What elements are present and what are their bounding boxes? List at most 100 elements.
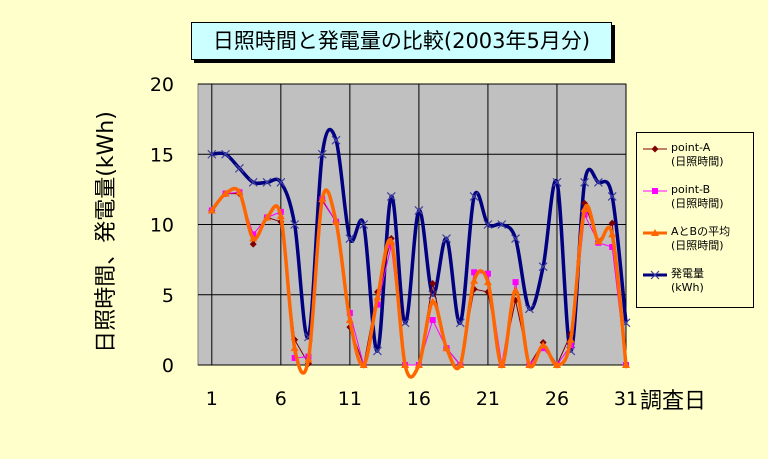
data-point-s3 (566, 335, 575, 343)
legend: point-A (日照時間) point-B (日照時間) AとBの平均 (日照時間) 発電… (636, 132, 754, 308)
data-point-s4 (317, 149, 327, 159)
data-point-s3 (525, 361, 534, 368)
data-point-s3 (318, 195, 327, 203)
data-point-s3 (483, 278, 492, 286)
data-point-s4 (400, 318, 410, 328)
legend-swatch (643, 188, 667, 194)
data-point-s3 (332, 217, 341, 225)
y-tick-label: 15 (150, 144, 174, 166)
data-point-s4 (290, 220, 300, 229)
legend-item-3: AとBの平均 (日照時間) (637, 225, 753, 265)
data-point-s3 (221, 189, 230, 197)
data-point-s4 (483, 220, 493, 229)
legend-label: point-B (671, 183, 711, 196)
data-point-s3 (539, 341, 548, 349)
data-point-s2 (471, 269, 478, 276)
data-point-s4 (276, 177, 286, 187)
data-point-s3 (263, 213, 272, 221)
data-point-s3 (442, 344, 451, 352)
data-point-s1 (608, 219, 616, 227)
data-point-s4 (593, 177, 603, 187)
data-point-s4 (414, 206, 424, 215)
data-point-s4 (359, 220, 369, 229)
data-point-s3 (304, 355, 313, 363)
data-point-s4 (248, 177, 258, 187)
data-point-s3 (470, 276, 479, 284)
legend-sublabel: (日照時間) (671, 239, 724, 252)
data-point-s4 (373, 346, 382, 356)
y-tick-label: 0 (162, 355, 174, 377)
data-point-s2 (609, 243, 616, 250)
legend-item-2: point-B (日照時間) (637, 183, 753, 223)
data-point-s3 (345, 316, 354, 324)
data-point-s4 (207, 149, 217, 159)
data-point-s2 (429, 317, 436, 324)
data-point-s2 (291, 354, 298, 361)
legend-label: AとBの平均 (671, 225, 731, 238)
data-point-s4 (511, 234, 520, 243)
data-point-s4 (221, 149, 231, 159)
data-point-s3 (552, 361, 561, 368)
data-point-s4 (386, 191, 396, 201)
legend-item-4: 発電量 (kWh) (637, 267, 753, 307)
data-point-s3 (608, 230, 617, 238)
legend-sublabel: (日照時間) (671, 155, 724, 168)
data-point-s3 (235, 188, 244, 196)
data-point-s4 (538, 262, 548, 272)
x-tick-label: 6 (275, 388, 287, 410)
legend-swatch (643, 270, 667, 280)
data-point-s3 (207, 206, 216, 214)
data-point-s3 (290, 344, 299, 352)
data-point-s3 (497, 361, 506, 368)
data-point-s4 (234, 163, 244, 173)
data-point-s1 (429, 280, 437, 288)
data-point-s3 (387, 237, 396, 245)
x-axis-label: 調査日 (640, 389, 707, 414)
x-tick-label: 26 (545, 388, 569, 410)
data-point-s2 (512, 279, 519, 286)
legend-swatch (643, 145, 667, 153)
y-tick-label: 20 (150, 74, 174, 96)
data-point-s4 (331, 135, 341, 145)
data-point-s3 (594, 237, 603, 245)
data-point-s3 (401, 361, 410, 368)
y-axis-label: 日照時間、発電量(kWh) (94, 111, 119, 353)
data-point-s3 (580, 205, 589, 213)
data-point-s3 (373, 293, 382, 301)
data-point-s4 (607, 191, 617, 201)
legend-item-1: point-A (日照時間) (637, 141, 753, 181)
data-point-s4 (580, 177, 590, 187)
data-point-s3 (276, 212, 285, 220)
x-tick-label: 11 (338, 388, 362, 410)
chart-title: 日照時間と発電量の比較(2003年5月分) (191, 22, 612, 60)
data-point-s4 (455, 318, 465, 328)
legend-sublabel: (kWh) (671, 281, 704, 294)
x-tick-label: 31 (614, 388, 638, 410)
y-tick-label: 10 (150, 215, 174, 237)
data-point-s4 (469, 191, 479, 201)
legend-label: point-A (671, 141, 711, 154)
data-point-s3 (456, 361, 465, 368)
data-point-s4 (442, 234, 451, 243)
data-point-s2 (484, 270, 491, 277)
data-point-s4 (552, 177, 562, 187)
x-tick-label: 21 (476, 388, 500, 410)
data-point-s4 (497, 220, 507, 229)
data-point-s4 (524, 304, 534, 314)
data-point-s3 (359, 361, 368, 368)
data-point-s2 (250, 231, 257, 238)
x-tick-label: 1 (206, 388, 218, 410)
data-point-s3 (428, 297, 437, 305)
legend-label: 発電量 (671, 267, 704, 280)
legend-sublabel: (日照時間) (671, 197, 724, 210)
data-point-s4 (345, 234, 355, 243)
data-point-s3 (414, 361, 423, 368)
data-point-s3 (511, 286, 520, 294)
x-tick-label: 16 (407, 388, 431, 410)
legend-swatch (643, 229, 667, 236)
data-point-s3 (622, 361, 630, 368)
data-point-s3 (249, 234, 258, 242)
data-point-s1 (249, 240, 257, 248)
